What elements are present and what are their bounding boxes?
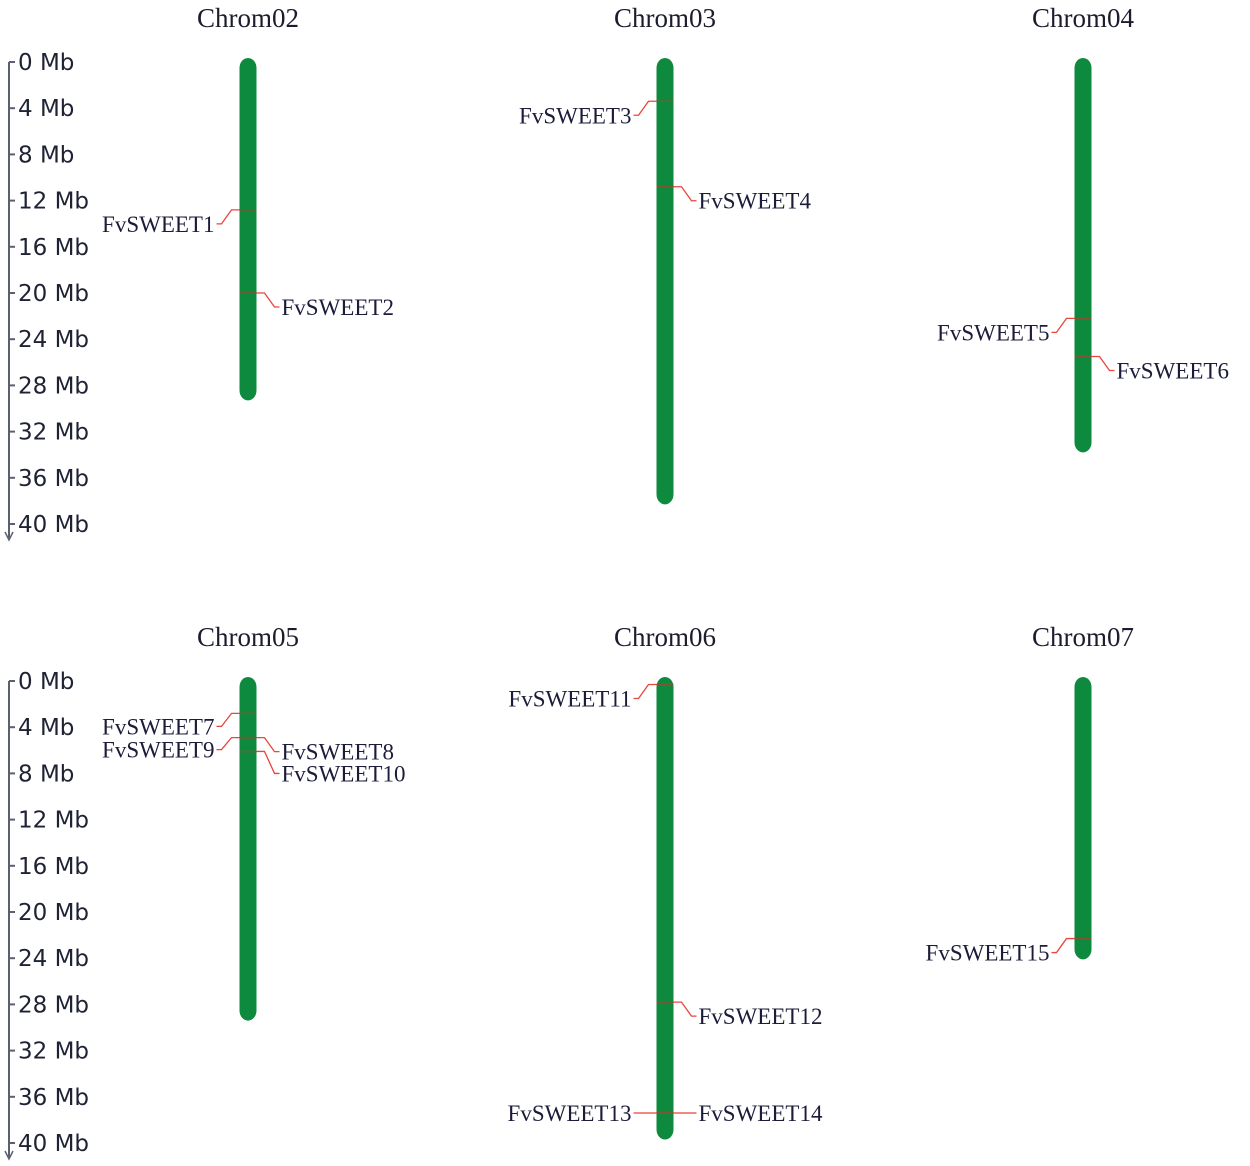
gene-label: FvSWEET15 — [926, 941, 1050, 966]
axis-tick-label: 28 Mb — [18, 992, 89, 1018]
gene-connector — [633, 100, 657, 116]
axis-tick-label: 8 Mb — [18, 142, 74, 168]
gene-label: FvSWEET2 — [282, 295, 394, 320]
gene-label: FvSWEET7 — [102, 714, 214, 739]
gene-label: FvSWEET11 — [508, 686, 631, 711]
axis-tick-label: 24 Mb — [18, 327, 89, 353]
chromosome-bar — [239, 677, 257, 1021]
gene-connector — [256, 750, 280, 775]
axis-tick-label: 40 Mb — [18, 1131, 89, 1157]
axis-tick-label: 12 Mb — [18, 189, 89, 215]
chromosome-title: Chrom02 — [197, 3, 299, 33]
gene-connector — [1091, 355, 1115, 372]
gene-label: FvSWEET3 — [519, 103, 631, 128]
axis-tick-label: 24 Mb — [18, 946, 89, 972]
gene-connector — [1051, 937, 1075, 954]
axis-tick-label: 28 Mb — [18, 373, 89, 399]
gene-connector — [673, 1001, 697, 1017]
chromosome-title: Chrom06 — [614, 622, 716, 652]
gene-connector — [1051, 317, 1075, 334]
chromosome-title: Chrom04 — [1032, 3, 1135, 33]
axis-tick-label: 0 Mb — [18, 50, 74, 76]
axis-arrow-icon — [4, 531, 14, 542]
chromosome-title: Chrom05 — [197, 622, 299, 652]
axis-tick-label: 0 Mb — [18, 669, 74, 695]
gene-connector — [256, 292, 280, 308]
axis-tick-label: 4 Mb — [18, 715, 74, 741]
gene-label: FvSWEET6 — [1117, 359, 1229, 384]
axis-tick-label: 20 Mb — [18, 281, 89, 307]
axis-tick-label: 32 Mb — [18, 1039, 89, 1065]
gene-connector — [216, 209, 240, 225]
axis-tick-label: 36 Mb — [18, 466, 89, 492]
gene-label: FvSWEET1 — [102, 212, 214, 237]
gene-label: FvSWEET14 — [699, 1101, 823, 1126]
gene-label: FvSWEET9 — [102, 738, 214, 763]
gene-label: FvSWEET12 — [699, 1004, 823, 1029]
axis-tick-label: 8 Mb — [18, 761, 74, 787]
axis-tick-label: 4 Mb — [18, 96, 74, 122]
chromosome-bar — [1074, 677, 1092, 960]
gene-connector — [216, 712, 240, 727]
chromosome-bar — [1074, 58, 1092, 453]
chromosome-title: Chrom07 — [1032, 622, 1134, 652]
axis-tick-label: 20 Mb — [18, 900, 89, 926]
gene-label: FvSWEET8 — [282, 740, 394, 765]
axis-tick-label: 32 Mb — [18, 420, 89, 446]
chromosome-bar — [656, 677, 674, 1140]
axis-tick-label: 40 Mb — [18, 512, 89, 538]
axis-tick-label: 36 Mb — [18, 1085, 89, 1111]
axis-tick-label: 16 Mb — [18, 235, 89, 261]
chromosome-title: Chrom03 — [614, 3, 716, 33]
gene-label: FvSWEET10 — [282, 761, 406, 786]
gene-connector — [633, 683, 657, 700]
gene-connector — [256, 736, 280, 753]
gene-label: FvSWEET5 — [937, 320, 1049, 345]
gene-connector — [216, 736, 240, 751]
gene-label: FvSWEET4 — [699, 189, 812, 214]
chromosome-bar — [656, 58, 674, 505]
axis-arrow-icon — [4, 1150, 14, 1161]
gene-label: FvSWEET13 — [508, 1101, 632, 1126]
chromosome-bar — [239, 58, 257, 401]
axis-tick-label: 12 Mb — [18, 808, 89, 834]
gene-connector — [673, 186, 697, 202]
axis-tick-label: 16 Mb — [18, 854, 89, 880]
